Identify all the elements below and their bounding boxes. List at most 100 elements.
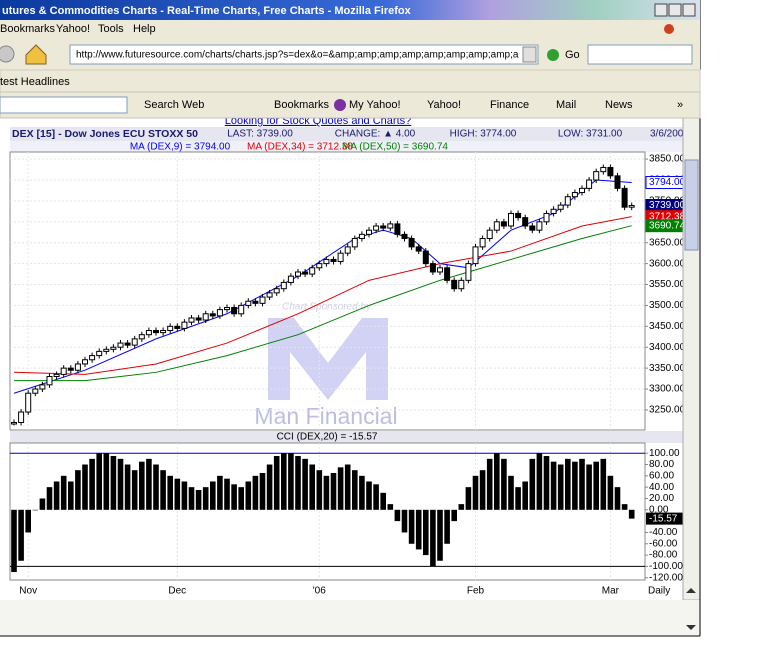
scroll-thumb[interactable] — [684, 159, 699, 251]
candle — [366, 229, 372, 235]
y-tick-label: 3450.00 — [649, 321, 686, 332]
candle — [586, 179, 593, 189]
cci-bar — [394, 509, 401, 522]
menu-item[interactable]: Bookmarks — [0, 23, 56, 35]
toolbar-item[interactable]: Finance — [490, 99, 529, 111]
candle — [117, 342, 124, 348]
cci-bar — [309, 464, 315, 510]
cci-bar — [423, 509, 429, 556]
candle — [82, 359, 88, 365]
candle — [380, 225, 387, 229]
cci-bar — [614, 487, 621, 510]
cci-bar — [25, 509, 31, 533]
cci-bar — [529, 458, 536, 510]
candle — [394, 223, 401, 235]
candle — [486, 229, 493, 240]
candle — [25, 392, 32, 413]
cci-bar — [160, 470, 166, 510]
candle — [508, 212, 514, 227]
candle — [53, 373, 60, 377]
y-tick-label: 40.00 — [649, 482, 674, 493]
close-button[interactable] — [682, 3, 696, 17]
y-tick-label: 3650.00 — [649, 237, 686, 248]
candle — [323, 258, 330, 265]
cci-tag — [646, 512, 684, 525]
maximize-button[interactable] — [668, 3, 682, 17]
cci-bar — [68, 481, 74, 510]
candle — [266, 292, 273, 298]
cci-bar — [366, 481, 372, 510]
candle — [153, 330, 159, 334]
go-icon[interactable] — [547, 49, 559, 61]
cci-bar — [550, 461, 557, 510]
cci-bar — [330, 473, 337, 510]
cci-bar — [607, 475, 614, 510]
cci-bar — [288, 453, 294, 510]
scroll-arrows[interactable] — [686, 588, 696, 630]
candle — [614, 175, 621, 189]
cci-bar — [522, 481, 528, 510]
y-tick-label: 100.00 — [649, 448, 680, 459]
headlines[interactable]: test Headlines — [0, 76, 70, 88]
y-tick-label: 80.00 — [649, 459, 674, 470]
candle — [387, 223, 394, 229]
menu-item[interactable]: Tools — [98, 23, 124, 35]
chart-stat: LOW: 3731.00 — [558, 129, 623, 140]
cci-header-bg — [10, 431, 683, 443]
url-box[interactable] — [69, 44, 539, 65]
chart-stat: 3/6/200 — [650, 129, 684, 140]
cci-bar — [39, 498, 46, 510]
candle — [358, 233, 365, 240]
candle — [252, 300, 259, 304]
candle — [60, 367, 67, 375]
yahoo-toolbar — [0, 91, 701, 119]
candle — [330, 258, 337, 263]
cci-bar — [82, 464, 88, 510]
chart-stat: LAST: 3739.00 — [227, 129, 293, 140]
candle — [202, 313, 209, 321]
minimize-button[interactable] — [654, 3, 668, 17]
cci-bar — [380, 492, 386, 510]
toolbar-more[interactable]: » — [677, 99, 683, 111]
toolbar-item[interactable]: My Yahoo! — [349, 99, 401, 111]
candle — [415, 246, 422, 252]
url-dropdown[interactable] — [522, 46, 537, 63]
search-box[interactable] — [587, 44, 693, 65]
chart-stat: HIGH: 3774.00 — [450, 129, 517, 140]
yahoo-search[interactable] — [0, 96, 128, 114]
cci-title: CCI (DEX,20) = -15.57 — [277, 432, 378, 443]
cci-bar — [494, 453, 500, 510]
go-button[interactable]: Go — [565, 49, 580, 61]
candle — [593, 171, 600, 181]
price-tag-label: 3690.74 — [649, 220, 686, 231]
cci-bar — [153, 464, 159, 510]
y-tick-label: 0.00 — [649, 504, 669, 515]
home-button[interactable] — [25, 44, 47, 65]
url-text[interactable]: http://www.futuresource.com/charts/chart… — [76, 50, 519, 61]
toolbar-item[interactable]: Mail — [556, 99, 576, 111]
cci-bar — [89, 458, 95, 510]
candle — [259, 296, 266, 304]
stop-button[interactable] — [0, 45, 15, 63]
menu-icon[interactable] — [664, 24, 674, 34]
cci-bar — [501, 458, 507, 510]
candle — [557, 204, 564, 210]
toolbar-item[interactable]: Bookmarks — [274, 99, 330, 111]
my-yahoo-icon[interactable] — [334, 99, 346, 111]
window-title: utures & Commodities Charts - Real-Time … — [2, 5, 412, 17]
toolbar-item[interactable]: News — [605, 99, 633, 111]
y-tick-label: -40.00 — [649, 527, 678, 538]
cci-bar — [252, 475, 259, 510]
menu-item[interactable]: Help — [133, 23, 156, 35]
menu-item[interactable]: Yahoo! — [56, 23, 90, 35]
candle — [11, 421, 17, 425]
candle — [273, 288, 280, 294]
candle — [444, 267, 451, 281]
y-tick-label: 3550.00 — [649, 279, 686, 290]
cci-bar — [18, 509, 24, 561]
cci-bar — [75, 470, 81, 510]
toolbar-item[interactable]: Search Web — [144, 99, 204, 111]
toolbar-item[interactable]: Yahoo! — [427, 99, 461, 111]
interval-label: Daily — [648, 586, 670, 597]
y-tick-label: 3300.00 — [649, 384, 686, 395]
